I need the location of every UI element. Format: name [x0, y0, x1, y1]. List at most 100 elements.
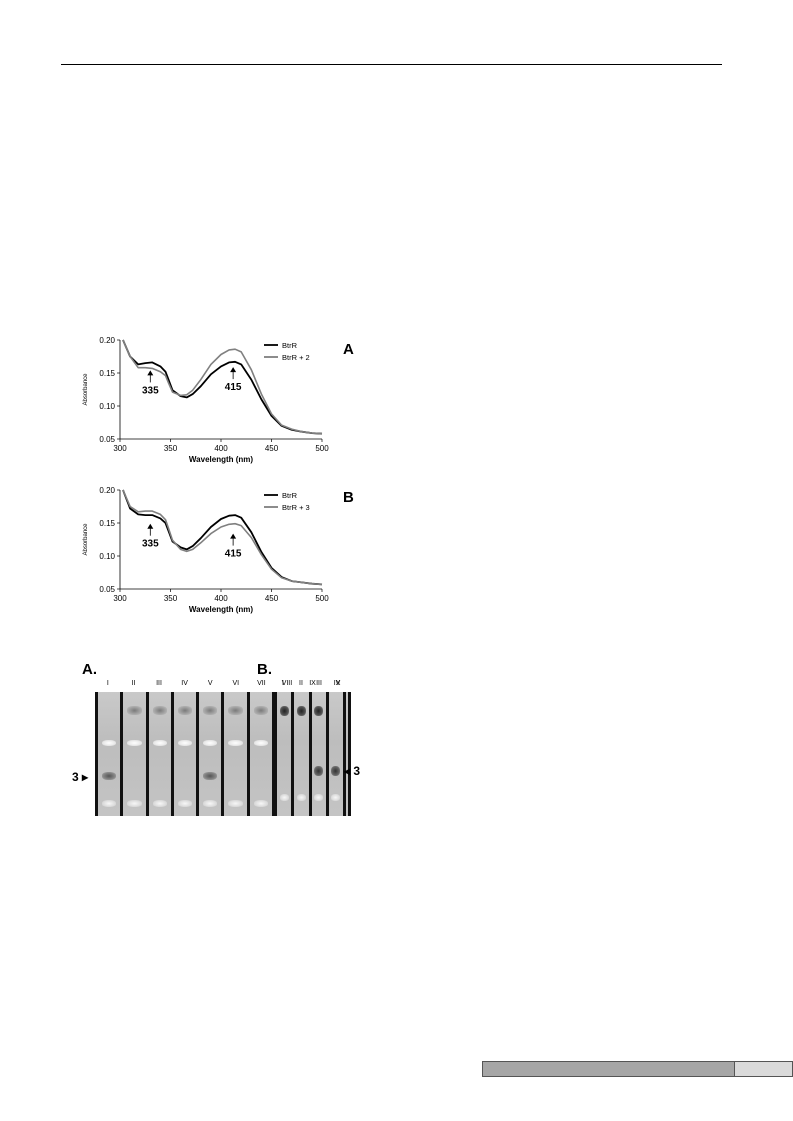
annotation-arrow-head: [230, 367, 237, 373]
gel-band: [127, 800, 142, 807]
gel-band: [203, 800, 218, 807]
gel-a-marker-label: 3: [72, 770, 79, 784]
gel-band: [152, 800, 167, 807]
gel-b-lane-labels: I II III IV: [274, 680, 346, 687]
gel-band: [177, 800, 193, 807]
annotation-label: 415: [225, 549, 242, 560]
gel-a-lane-labels: I II III IV V VI VII VIII IX X: [95, 680, 351, 687]
lane-label: III: [156, 680, 162, 687]
x-axis-title: Wavelength (nm): [189, 605, 253, 614]
legend-entry: BtrR + 2: [282, 353, 310, 362]
y-axis-title: Absorbance: [83, 523, 89, 556]
lane-label: X: [335, 680, 341, 687]
gel-lane: [291, 692, 309, 816]
gel-band: [314, 706, 324, 716]
gel-a-marker-arrow-icon: ▸: [78, 770, 89, 784]
gel-lane: [274, 692, 292, 816]
gel-band: [102, 740, 117, 746]
x-tick-label: 500: [315, 594, 329, 603]
x-tick-label: 350: [164, 444, 178, 453]
gel-band: [279, 794, 289, 801]
x-tick-label: 300: [113, 444, 127, 453]
gel-band: [331, 794, 341, 801]
lane-label: IX: [309, 680, 316, 687]
gel-lane: [120, 692, 146, 816]
chart-a-svg: 300 350 400 450 500 0.05 0.10 0.15 0.20 Wavelengt…: [83, 336, 329, 464]
gel-band: [279, 706, 289, 716]
gel-band: [203, 706, 218, 715]
annotation-arrow-head: [147, 370, 154, 376]
gel-band: [296, 706, 306, 716]
gel-band: [296, 794, 306, 801]
footer-tab: [735, 1061, 793, 1077]
annotation-label: 335: [142, 385, 159, 396]
gel-lane: [95, 692, 121, 816]
legend-entry: BtrR: [282, 491, 298, 500]
legend-entry: BtrR: [282, 341, 298, 350]
lane-label: I: [106, 680, 109, 687]
annotation-arrow-head: [147, 523, 154, 529]
lane-label: VIII: [281, 680, 293, 687]
gel-band: [127, 740, 142, 746]
gel-band: [203, 772, 218, 780]
y-axis-title: Absorbance: [83, 373, 89, 406]
gel-band: [177, 706, 193, 715]
gel-b-marker: ◂ 3: [344, 764, 360, 778]
y-tick-label: 0.05: [99, 435, 115, 444]
annotation-arrow-head: [230, 533, 237, 539]
gel-band: [102, 772, 117, 780]
x-tick-label: 500: [315, 444, 329, 453]
y-tick-label: 0.10: [99, 402, 115, 411]
annotation-label: 415: [225, 382, 242, 393]
absorbance-chart-b: 300 350 400 450 500 0.05 0.10 0.15 0.20 Wavelengt…: [78, 482, 368, 632]
absorbance-chart-a: 300 350 400 450 500 0.05 0.10 0.15 0.20 Wavelengt…: [78, 332, 368, 482]
gel-band: [253, 800, 269, 807]
chart-a-panel-letter: A: [343, 341, 354, 358]
series-line-2: [122, 489, 323, 586]
gel-band: [177, 740, 193, 746]
x-axis-title: Wavelength (nm): [189, 455, 253, 464]
gel-band: [228, 800, 243, 807]
gel-b-marker-label: 3: [353, 764, 361, 778]
gel-b-letter: B.: [257, 661, 272, 678]
gel-lane: [170, 692, 197, 816]
gel-lane: [145, 692, 171, 816]
lane-label: III: [316, 680, 322, 687]
gel-b-marker-arrow-icon: ◂: [344, 764, 354, 778]
lane-label: II: [131, 680, 136, 687]
gel-band: [102, 800, 117, 807]
gel-band: [127, 706, 142, 715]
y-tick-label: 0.15: [99, 519, 115, 528]
gel-band: [253, 706, 269, 715]
footer-bar: [482, 1061, 735, 1077]
gel-band: [152, 740, 167, 746]
gel-lane: [246, 692, 273, 816]
lane-label: V: [207, 680, 213, 687]
gel-band: [314, 794, 324, 801]
gel-lane: [325, 692, 346, 816]
lane-label: II: [299, 680, 303, 687]
y-tick-label: 0.20: [99, 486, 115, 495]
gel-band: [228, 706, 243, 715]
gel-a-letter: A.: [82, 661, 97, 678]
gel-band: [331, 766, 341, 776]
gel-band: [228, 740, 243, 746]
legend-entry: BtrR + 3: [282, 503, 310, 512]
gel-band: [152, 706, 167, 715]
x-tick-label: 300: [113, 594, 127, 603]
lane-label: VII: [257, 680, 266, 687]
chart-b-svg: 300 350 400 450 500 0.05 0.10 0.15 0.20 Wavelengt…: [83, 486, 329, 614]
lane-label: IV: [333, 680, 341, 687]
gel-b: [274, 692, 346, 816]
gel-lane: [308, 692, 326, 816]
gel-lane: [196, 692, 222, 816]
annotation-label: 335: [142, 539, 159, 550]
x-tick-label: 450: [265, 444, 279, 453]
y-tick-label: 0.10: [99, 552, 115, 561]
gel-lane: [221, 692, 247, 816]
x-tick-label: 350: [164, 594, 178, 603]
chart-b-panel-letter: B: [343, 489, 354, 506]
x-tick-label: 400: [214, 444, 228, 453]
y-tick-label: 0.15: [99, 369, 115, 378]
lane-label: VI: [232, 680, 240, 687]
